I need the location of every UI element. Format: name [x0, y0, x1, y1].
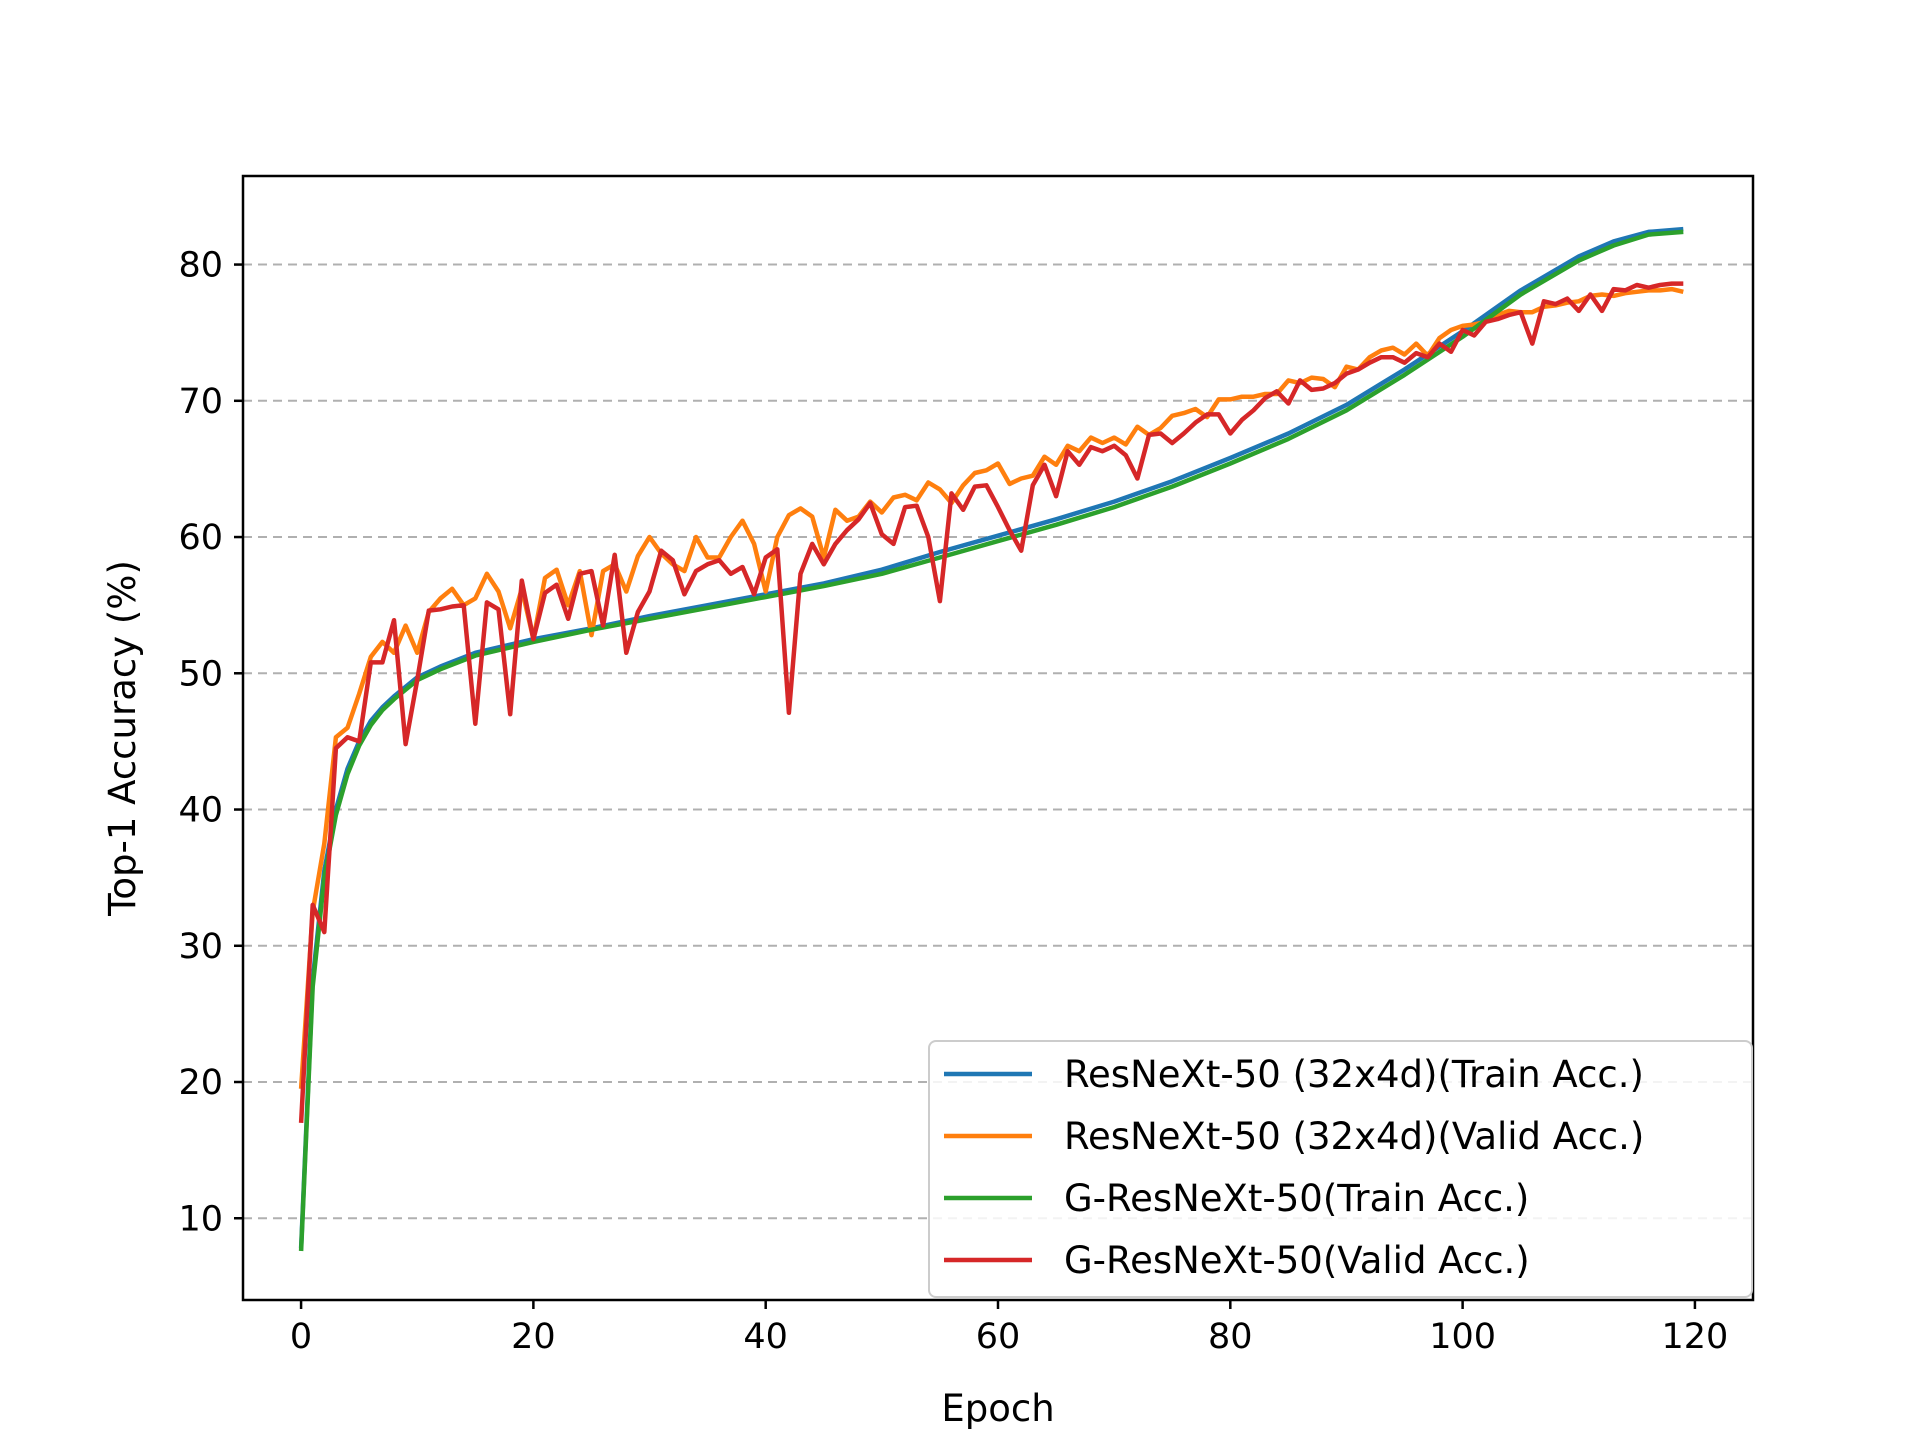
legend-label-2: ResNeXt-50 (32x4d)(Valid Acc.)	[1064, 1115, 1644, 1158]
x-axis-ticks: 0 20 40 60 80 100 120	[290, 1300, 1728, 1357]
x-tick-label: 40	[743, 1317, 788, 1357]
legend-box	[928, 1040, 1753, 1298]
y-tick-label: 10	[178, 1199, 223, 1239]
x-tick-label: 100	[1429, 1317, 1496, 1357]
y-tick-label: 70	[178, 382, 223, 422]
x-axis-label: Epoch	[941, 1387, 1054, 1430]
legend-label-3: G-ResNeXt-50(Train Acc.)	[1064, 1177, 1529, 1220]
series-lines	[298, 226, 1684, 1252]
x-tick-label: 60	[976, 1317, 1021, 1357]
legend: ResNeXt-50 (32x4d)(Train Acc.) ResNeXt-50…	[928, 1040, 1753, 1298]
y-tick-label: 50	[178, 654, 223, 694]
x-tick-label: 20	[511, 1317, 556, 1357]
x-tick-label: 0	[290, 1317, 312, 1357]
y-tick-label: 40	[178, 791, 223, 831]
series-line-4	[298, 281, 1684, 1124]
legend-label-1: ResNeXt-50 (32x4d)(Train Acc.)	[1064, 1053, 1644, 1096]
y-axis-label: Top-1 Accuracy (%)	[101, 560, 144, 917]
y-tick-label: 20	[178, 1063, 223, 1103]
x-tick-label: 120	[1662, 1317, 1729, 1357]
y-tick-label: 80	[178, 246, 223, 286]
y-axis-ticks: 10 20 30 40 50 60 70 80	[178, 246, 243, 1239]
y-tick-label: 60	[178, 518, 223, 558]
series-line-3	[298, 229, 1684, 1252]
legend-label-4: G-ResNeXt-50(Valid Acc.)	[1064, 1239, 1530, 1282]
x-tick-label: 80	[1208, 1317, 1253, 1357]
y-tick-label: 30	[178, 927, 223, 967]
